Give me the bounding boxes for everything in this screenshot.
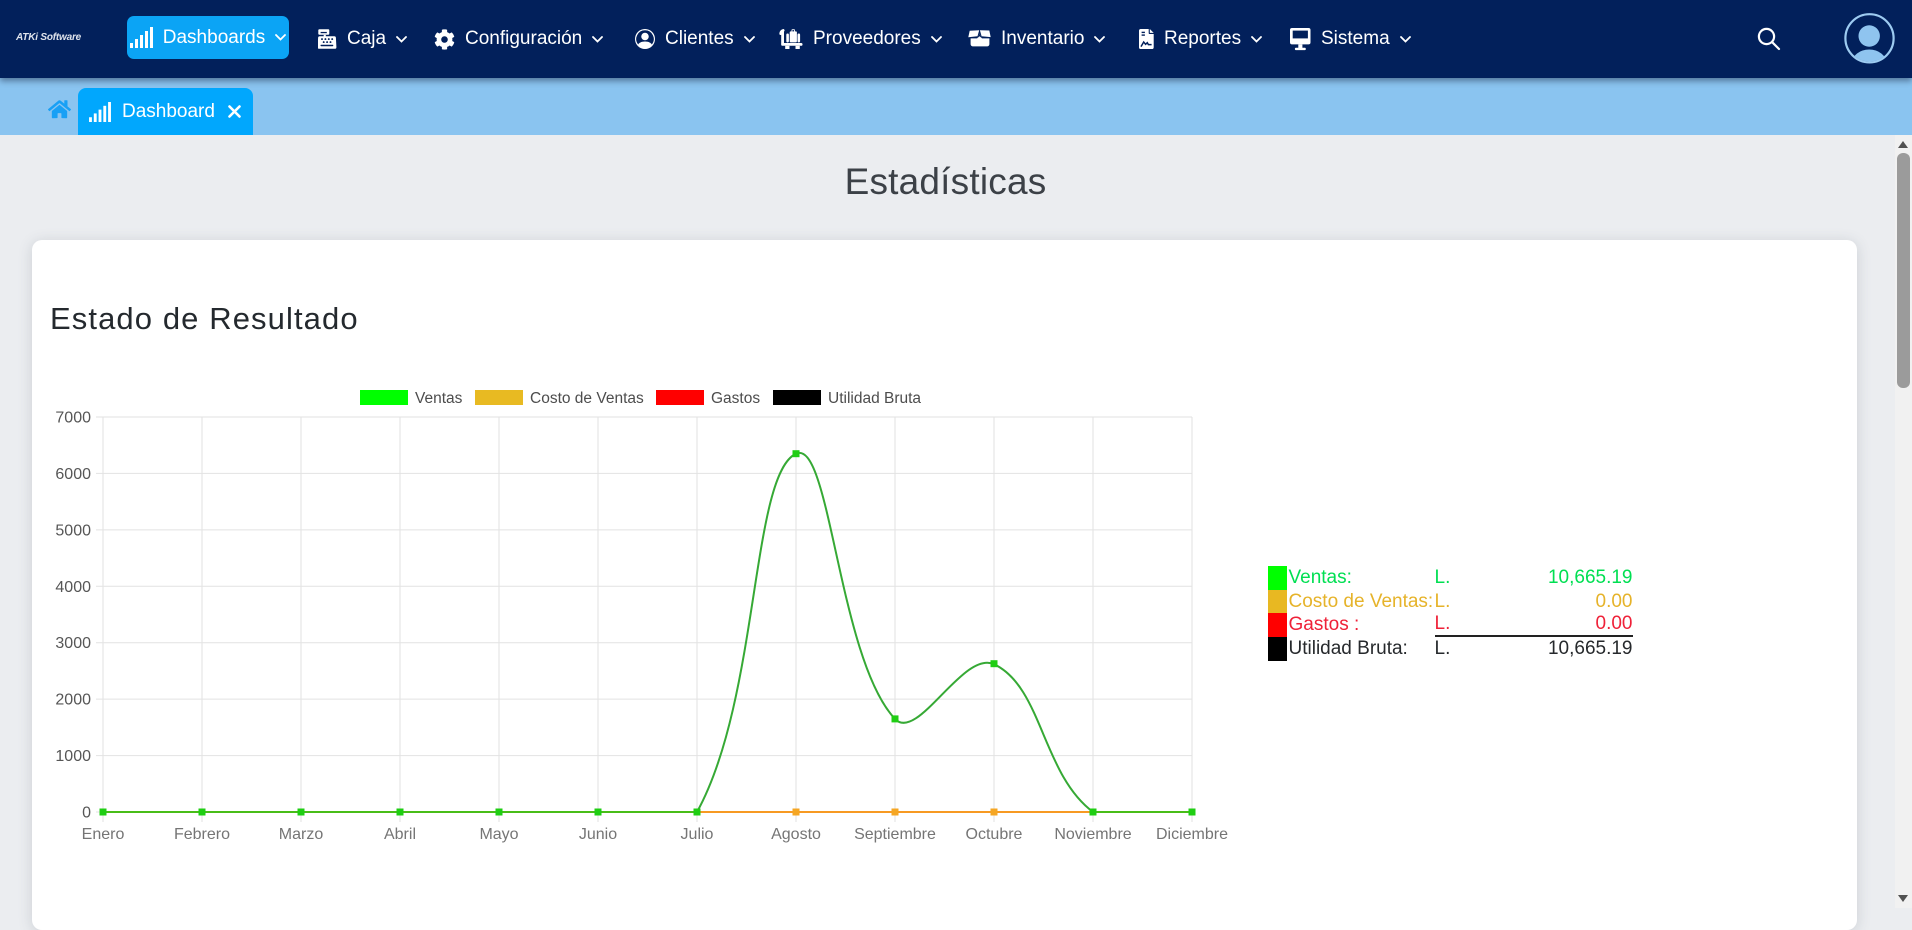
svg-text:Gastos: Gastos: [711, 390, 760, 407]
svg-text:1000: 1000: [55, 748, 91, 765]
svg-text:Costo de Ventas: Costo de Ventas: [530, 390, 644, 407]
svg-text:Enero: Enero: [82, 826, 125, 843]
svg-text:4000: 4000: [55, 579, 91, 596]
svg-text:5000: 5000: [55, 522, 91, 539]
svg-text:2000: 2000: [55, 692, 91, 709]
svg-text:Julio: Julio: [681, 826, 714, 843]
svg-text:Abril: Abril: [384, 826, 416, 843]
svg-text:Ventas: Ventas: [415, 390, 463, 407]
svg-text:Noviembre: Noviembre: [1054, 826, 1131, 843]
svg-text:Octubre: Octubre: [966, 826, 1023, 843]
svg-text:Mayo: Mayo: [479, 826, 518, 843]
svg-text:3000: 3000: [55, 635, 91, 652]
svg-text:Utilidad Bruta: Utilidad Bruta: [828, 390, 921, 407]
svg-text:6000: 6000: [55, 466, 91, 483]
svg-text:7000: 7000: [55, 410, 91, 427]
svg-text:Febrero: Febrero: [174, 826, 230, 843]
svg-text:0: 0: [82, 805, 91, 822]
svg-text:Marzo: Marzo: [279, 826, 324, 843]
svg-text:Agosto: Agosto: [771, 826, 821, 843]
svg-text:Junio: Junio: [579, 826, 617, 843]
svg-text:Diciembre: Diciembre: [1156, 826, 1228, 843]
svg-text:Septiembre: Septiembre: [854, 826, 936, 843]
